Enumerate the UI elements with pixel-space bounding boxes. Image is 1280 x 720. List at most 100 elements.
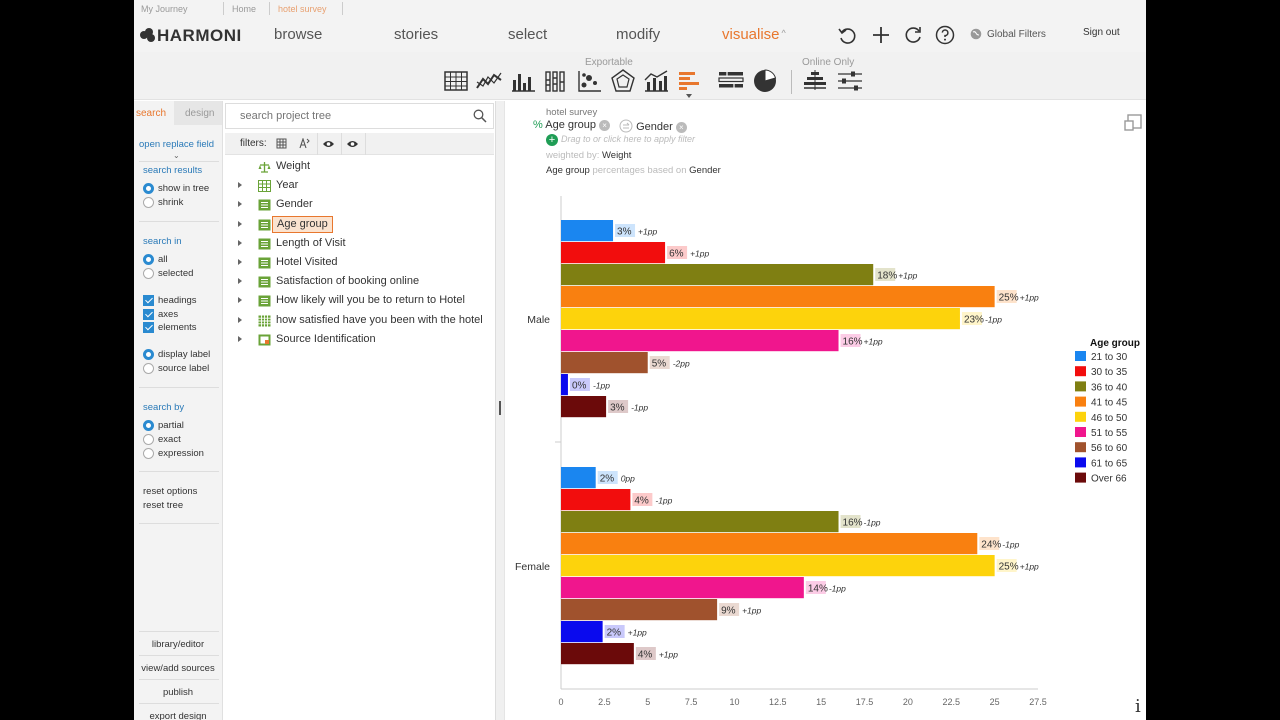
- chevron-down-icon[interactable]: ⌄: [173, 151, 180, 160]
- add-icon[interactable]: [870, 24, 892, 46]
- diff-label: +1pp: [638, 227, 657, 237]
- chevron-right-icon[interactable]: [238, 220, 242, 227]
- x-tick-label: 22.5: [943, 697, 961, 707]
- eye-icon[interactable]: [322, 139, 335, 149]
- radio-selected[interactable]: selected: [143, 268, 193, 279]
- diff-label: +1pp: [690, 249, 709, 259]
- tree-item-label: How likely will you be to return to Hote…: [276, 294, 465, 307]
- column-variable-pill[interactable]: Gender ×: [619, 119, 687, 133]
- open-replace-field-link[interactable]: open replace field: [139, 139, 214, 150]
- chevron-right-icon[interactable]: [238, 335, 242, 342]
- source-icon: [258, 334, 271, 346]
- remove-icon[interactable]: ×: [599, 120, 611, 131]
- panel-splitter[interactable]: [495, 101, 505, 720]
- nav-modify[interactable]: modify: [616, 26, 661, 43]
- scatter-chart-icon[interactable]: [576, 68, 602, 94]
- tree-item[interactable]: How likely will you be to return to Hote…: [224, 292, 494, 310]
- sort-filter-icon[interactable]: [297, 138, 310, 149]
- reset-tree-button[interactable]: reset tree: [143, 500, 184, 511]
- stacked-bar-icon[interactable]: [718, 68, 744, 94]
- swap-icon[interactable]: [619, 119, 633, 133]
- tab-search[interactable]: search: [136, 108, 167, 119]
- radio-show-in-tree[interactable]: show in tree: [143, 183, 209, 194]
- chevron-right-icon[interactable]: [238, 297, 242, 304]
- data-label-background: [608, 400, 629, 413]
- global-filters-button[interactable]: Global Filters: [987, 29, 1046, 40]
- radio-display-label[interactable]: display label: [143, 349, 210, 360]
- tree-item[interactable]: Satisfaction of booking online: [224, 273, 494, 291]
- search-icon[interactable]: [473, 109, 487, 123]
- publish-button[interactable]: publish: [162, 687, 194, 698]
- bar-chart-icon[interactable]: [676, 68, 702, 94]
- tree-item[interactable]: how satisfied have you been with the hot…: [224, 312, 494, 330]
- data-label: 18%: [877, 271, 897, 282]
- chevron-right-icon[interactable]: [238, 239, 242, 246]
- data-label: 4%: [638, 650, 653, 661]
- tree-item[interactable]: Age group: [224, 215, 494, 234]
- chevron-down-icon[interactable]: [686, 94, 692, 98]
- chevron-right-icon[interactable]: [238, 278, 242, 285]
- harmoni-logo[interactable]: HARMONI: [140, 26, 242, 46]
- data-label-background: [961, 312, 982, 325]
- breadcrumb-home[interactable]: Home: [232, 4, 257, 14]
- chevron-right-icon[interactable]: [238, 316, 242, 323]
- tree-item[interactable]: Length of Visit: [224, 235, 494, 253]
- sign-out-button[interactable]: Sign out: [1083, 27, 1120, 38]
- tree-search-input[interactable]: [240, 110, 460, 122]
- row-variable-pill[interactable]: % Age group ×: [533, 119, 611, 131]
- diff-label: +1pp: [1020, 562, 1039, 572]
- help-icon[interactable]: [934, 24, 956, 46]
- group-label: Female: [515, 561, 550, 573]
- tree-item[interactable]: Weight: [224, 158, 494, 176]
- breadcrumb-my-journey[interactable]: My Journey: [141, 4, 188, 14]
- tree-item[interactable]: Gender: [224, 196, 494, 214]
- tree-item[interactable]: Source Identification: [224, 331, 494, 349]
- combo-chart-icon[interactable]: [643, 68, 669, 94]
- data-label: 4%: [634, 496, 649, 507]
- remove-icon[interactable]: ×: [675, 122, 687, 133]
- slider-chart-icon[interactable]: [837, 68, 863, 94]
- grid-filter-icon[interactable]: [276, 138, 287, 149]
- library-editor-button[interactable]: library/editor: [151, 639, 205, 650]
- checkbox-elements[interactable]: elements: [143, 322, 197, 333]
- table-chart-icon[interactable]: [443, 68, 469, 94]
- data-label-background: [996, 559, 1017, 572]
- nav-browse[interactable]: browse: [274, 26, 323, 43]
- nav-visualise[interactable]: visualise ^: [722, 26, 786, 43]
- info-icon[interactable]: i: [1135, 696, 1141, 717]
- export-design-button[interactable]: export design: [149, 711, 207, 720]
- legend-label: 41 to 45: [1091, 398, 1128, 409]
- refresh-icon[interactable]: [902, 24, 924, 46]
- tree-item[interactable]: Year: [224, 177, 494, 195]
- chevron-right-icon[interactable]: [238, 201, 242, 208]
- bar: [561, 352, 648, 374]
- stacked-column-icon[interactable]: [543, 68, 569, 94]
- checkbox-headings[interactable]: headings: [143, 295, 197, 306]
- eye-icon[interactable]: [346, 139, 359, 149]
- nav-select[interactable]: select: [508, 26, 548, 43]
- reset-options-button[interactable]: reset options: [143, 486, 198, 497]
- line-chart-icon[interactable]: [476, 68, 502, 94]
- radar-chart-icon[interactable]: [610, 68, 636, 94]
- pie-chart-icon[interactable]: [752, 68, 778, 94]
- tab-design[interactable]: design: [185, 108, 215, 119]
- tree-filters-bar: filters:: [225, 133, 494, 155]
- nav-stories[interactable]: stories: [394, 26, 439, 43]
- radio-shrink[interactable]: shrink: [143, 197, 183, 208]
- expand-view-icon[interactable]: [1123, 113, 1143, 133]
- radio-exact[interactable]: exact: [143, 434, 181, 445]
- tree-item[interactable]: Hotel Visited: [224, 254, 494, 272]
- undo-icon[interactable]: [836, 24, 858, 46]
- pyramid-chart-icon[interactable]: [802, 68, 828, 94]
- column-chart-icon[interactable]: [510, 68, 536, 94]
- chevron-right-icon[interactable]: [238, 259, 242, 265]
- view-add-sources-button[interactable]: view/add sources: [141, 663, 215, 674]
- radio-source-label[interactable]: source label: [143, 363, 209, 374]
- breadcrumb-hotel-survey[interactable]: hotel survey: [278, 4, 327, 14]
- checkbox-axes[interactable]: axes: [143, 309, 178, 320]
- chevron-right-icon[interactable]: [238, 182, 242, 189]
- radio-partial[interactable]: partial: [143, 420, 184, 431]
- radio-expression[interactable]: expression: [143, 448, 204, 459]
- radio-all[interactable]: all: [143, 254, 168, 265]
- apply-filter-dropzone[interactable]: + Drag to or click here to apply filter: [546, 134, 695, 146]
